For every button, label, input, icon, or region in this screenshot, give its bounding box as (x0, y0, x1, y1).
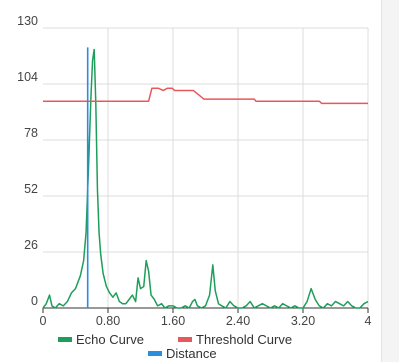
x-tick-label: 0 (40, 314, 47, 328)
y-tick-label: 78 (24, 126, 38, 140)
y-tick-label: 104 (17, 70, 38, 84)
legend-label: Echo Curve (76, 332, 144, 347)
y-tick-label: 0 (31, 294, 38, 308)
x-tick-label: 0.80 (96, 314, 120, 328)
threshold-curve-line (43, 87, 368, 105)
series-layer (42, 47, 369, 309)
y-tick-label: 52 (24, 182, 38, 196)
legend-swatch (148, 351, 162, 356)
x-tick-label: 2.40 (226, 314, 250, 328)
echo-curve-line (42, 48, 369, 309)
x-tick-label: 4 (365, 314, 372, 328)
legend-label: Threshold Curve (196, 332, 292, 347)
legend-label: Distance (166, 346, 217, 361)
axis-layer: 0 26 52 78 104 130 0 0.80 1.60 2.40 3.20 4 (17, 14, 371, 328)
y-tick-label: 130 (17, 14, 38, 28)
x-tick-label: 1.60 (161, 314, 185, 328)
x-tick-label: 3.20 (291, 314, 315, 328)
y-tick-label: 26 (24, 238, 38, 252)
right-scroll-strip (381, 0, 399, 362)
legend-swatch (178, 337, 192, 342)
legend-swatch (58, 337, 72, 342)
